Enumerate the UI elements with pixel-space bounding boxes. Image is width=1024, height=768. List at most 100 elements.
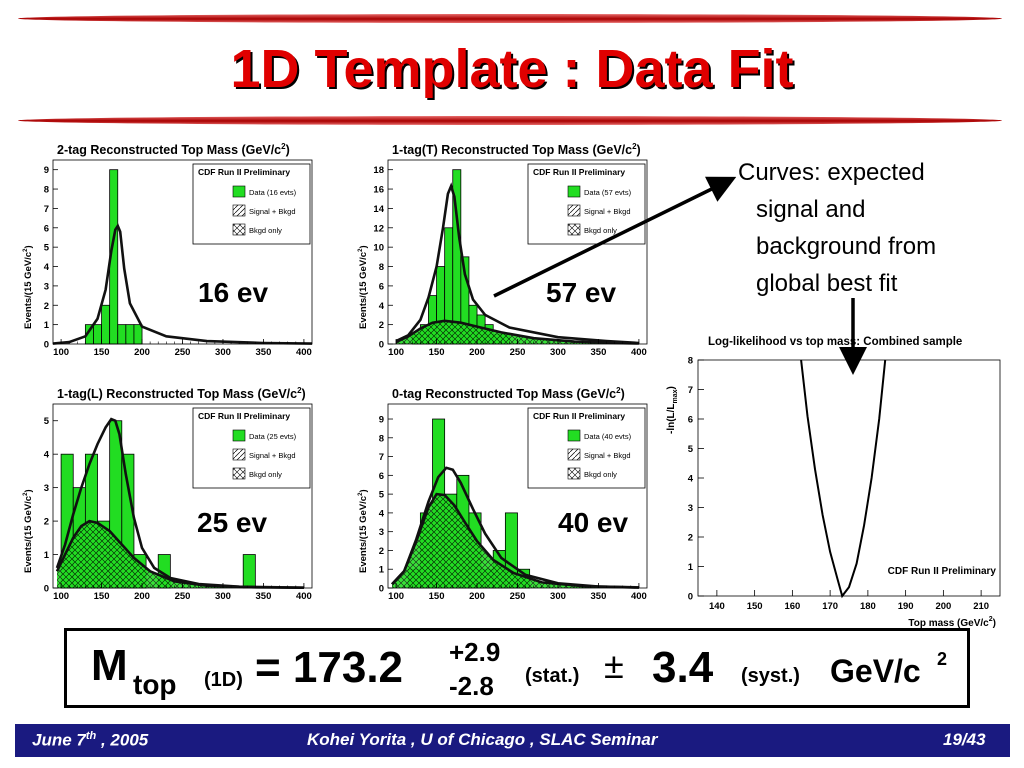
- likelihood-y-tick-label: 7: [688, 385, 693, 396]
- legend-swatch-data: [232, 429, 246, 442]
- hist-panel-0tag: 0-tag Reconstructed Top Mass (GeV/c2) Eve…: [350, 382, 650, 602]
- y-tick-label: 8: [44, 185, 49, 196]
- footer-center: Kohei Yorita , U of Chicago , SLAC Semin…: [307, 730, 658, 749]
- legend-swatch-data: [567, 185, 581, 198]
- y-tick-label: 0: [44, 584, 49, 595]
- legend-signal-label: Signal + Bkgd: [584, 207, 631, 216]
- likelihood-frame: [697, 359, 1001, 597]
- legend-swatch-data: [232, 185, 246, 198]
- y-tick-label: 3: [44, 483, 49, 494]
- x-tick-label: 300: [550, 347, 566, 358]
- x-tick-label: 300: [215, 347, 231, 358]
- hist-ylabel-close: ): [358, 489, 369, 492]
- hist-ylabel-close: ): [23, 245, 34, 248]
- hist-ylabel-main: Events/(15 GeV/c: [358, 496, 369, 573]
- likelihood-x-tick-label: 140: [709, 601, 725, 612]
- likelihood-ylabel-close: ): [666, 386, 677, 389]
- result-unit-sup: 2: [937, 649, 948, 669]
- bkgd-curve: [391, 492, 639, 589]
- x-tick-label: 250: [510, 347, 526, 358]
- hist-title-close: ): [302, 387, 306, 401]
- x-tick-label: 200: [469, 591, 485, 602]
- y-tick-label: 6: [379, 281, 384, 292]
- y-tick-label: 5: [379, 490, 385, 501]
- hist-ylabel-sup: 2: [358, 492, 364, 496]
- x-tick-label: 100: [388, 347, 404, 358]
- cdf-stamp: CDF Run II Preliminary: [198, 411, 290, 421]
- result-syst-label: (syst.): [741, 665, 800, 687]
- y-tick-label: 10: [373, 243, 384, 254]
- footer-date: June 7th , 2005: [32, 730, 148, 751]
- result-method: (1D): [204, 669, 243, 691]
- legend-box: [192, 407, 311, 489]
- data-bar: [117, 324, 127, 345]
- hist-ylabel-main: Events/(15 GeV/c: [23, 496, 34, 573]
- y-tick-label: 4: [44, 450, 50, 461]
- annotation-line-2: signal and: [756, 196, 866, 223]
- likelihood-y-tick-label: 8: [688, 356, 693, 367]
- hist-ylabel-sup: 2: [23, 492, 29, 496]
- y-tick-label: 4: [379, 301, 385, 312]
- legend-swatch-bkgd: [567, 223, 581, 236]
- likelihood-curve: [800, 359, 887, 599]
- hist-panel-1tagL: 1-tag(L) Reconstructed Top Mass (GeV/c2)…: [15, 382, 315, 602]
- result-unit: GeV/c: [830, 653, 921, 689]
- hist-ylabel-sup: 2: [358, 248, 364, 252]
- hist-title-close: ): [621, 387, 625, 401]
- y-tick-label: 7: [44, 204, 49, 215]
- hist-title-sup: 2: [616, 386, 621, 395]
- event-count-2tag: 16 ev: [198, 277, 269, 308]
- y-tick-label: 7: [379, 452, 384, 463]
- y-tick-label: 5: [44, 243, 50, 254]
- x-tick-label: 350: [591, 347, 607, 358]
- footer-page: 19/43: [943, 730, 986, 749]
- data-bar: [242, 554, 256, 589]
- y-tick-label: 2: [44, 301, 49, 312]
- annotation-line-1: Curves: expected: [738, 159, 925, 186]
- hist-ylabel-close: ): [358, 245, 369, 248]
- event-count-1tagL: 25 ev: [197, 507, 268, 538]
- likelihood-ylabel-main: -ln(L/L: [666, 403, 677, 434]
- result-syst-value: 3.4: [652, 643, 714, 692]
- x-tick-label: 150: [429, 591, 445, 602]
- signal-bkgd-curve: [395, 182, 639, 345]
- legend-swatch-signal: [232, 204, 246, 217]
- result-subscript: top: [133, 669, 177, 700]
- legend-data-label: Data (40 evts): [584, 432, 632, 441]
- likelihood-y-tick-label: 2: [688, 533, 693, 544]
- likelihood-x-tick-label: 170: [822, 601, 838, 612]
- likelihood-y-tick-label: 6: [688, 415, 693, 426]
- curves-annotation: Curves: expected signal and background f…: [738, 154, 1008, 302]
- hist-ylabel: Events/(15 GeV/c2): [23, 245, 34, 329]
- likelihood-stamp: CDF Run II Preliminary: [888, 566, 997, 577]
- y-tick-label: 1: [379, 565, 385, 576]
- y-tick-label: 0: [379, 584, 384, 595]
- hist-title-main: 1-tag(T) Reconstructed Top Mass (GeV/c: [392, 143, 632, 157]
- x-tick-label: 100: [388, 591, 404, 602]
- legend-bkgd-label: Bkgd only: [249, 226, 282, 235]
- legend-data-label: Data (57 evts): [584, 188, 632, 197]
- top-rule: [18, 14, 1002, 23]
- hist-ylabel-main: Events/(15 GeV/c: [23, 252, 34, 329]
- x-tick-label: 300: [215, 591, 231, 602]
- result-box: M top (1D) = 173.2 +2.9 -2.8 (stat.) ± 3…: [64, 628, 970, 708]
- x-tick-label: 150: [94, 347, 110, 358]
- x-tick-label: 200: [469, 347, 485, 358]
- x-tick-label: 400: [631, 591, 647, 602]
- hist-2tag-svg: 2-tag Reconstructed Top Mass (GeV/c2)Eve…: [23, 142, 313, 358]
- x-tick-label: 350: [256, 591, 272, 602]
- likelihood-x-tick-label: 160: [784, 601, 800, 612]
- likelihood-y-tick-label: 3: [688, 503, 693, 514]
- result-value: = 173.2: [255, 643, 404, 692]
- y-tick-label: 6: [379, 471, 384, 482]
- y-tick-label: 2: [379, 320, 384, 331]
- hist-ylabel-close: ): [23, 489, 34, 492]
- x-tick-label: 400: [296, 347, 312, 358]
- y-tick-label: 8: [379, 262, 384, 273]
- hist-ylabel: Events/(15 GeV/c2): [23, 489, 34, 573]
- footer-date-suffix: , 2005: [96, 730, 149, 750]
- y-tick-label: 9: [44, 165, 49, 176]
- legend-box: [527, 407, 646, 489]
- legend-bkgd-label: Bkgd only: [584, 470, 617, 479]
- hist-panel-2tag: 2-tag Reconstructed Top Mass (GeV/c2) Eve…: [15, 138, 315, 358]
